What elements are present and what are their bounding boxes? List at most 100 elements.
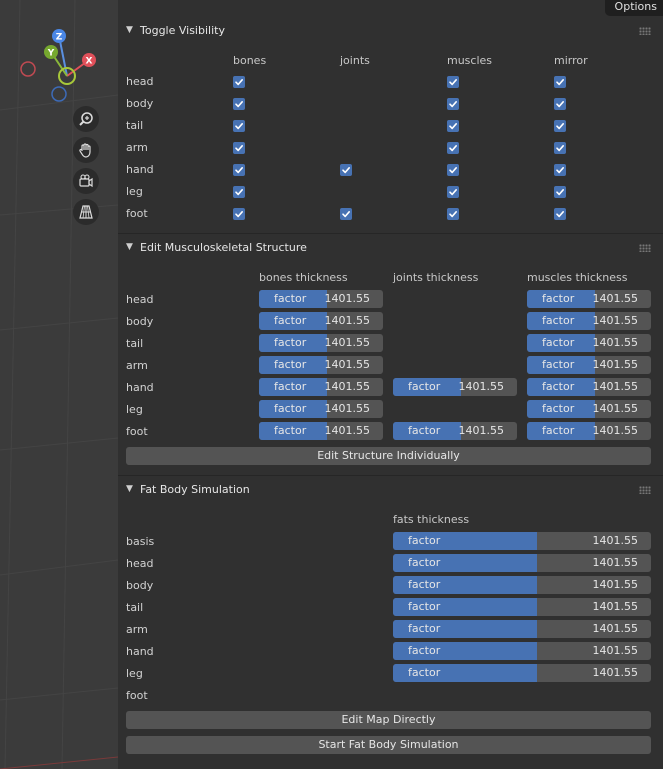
slider-label: factor (274, 358, 307, 371)
checkbox-muscles-arm[interactable] (447, 142, 459, 154)
checkbox-mirror-foot[interactable] (554, 208, 566, 220)
hand-pan-icon[interactable] (73, 137, 99, 163)
checkbox-bones-arm[interactable] (233, 142, 245, 154)
checkmark-icon (449, 167, 457, 174)
slider-bones-leg[interactable]: factor 1401.55 (259, 400, 383, 418)
slider-joints-hand[interactable]: factor 1401.55 (393, 378, 517, 396)
checkbox-bones-foot[interactable] (233, 208, 245, 220)
checkbox-bones-tail[interactable] (233, 120, 245, 132)
slider-fill (393, 620, 537, 638)
3d-viewport[interactable]: Z X Y (0, 0, 118, 769)
slider-muscles-foot[interactable]: factor 1401.55 (527, 422, 651, 440)
start-fat-body-simulation-button[interactable]: Start Fat Body Simulation (126, 736, 651, 754)
checkbox-mirror-hand[interactable] (554, 164, 566, 176)
checkbox-bones-hand[interactable] (233, 164, 245, 176)
checkbox-muscles-head[interactable] (447, 76, 459, 88)
slider-fat-tail[interactable]: factor 1401.55 (393, 598, 651, 616)
section-header-fat-body-simulation[interactable]: ▼ Fat Body Simulation (126, 481, 250, 497)
slider-fill (527, 356, 595, 374)
slider-fill (393, 664, 537, 682)
checkbox-joints-hand[interactable] (340, 164, 352, 176)
slider-muscles-head[interactable]: factor 1401.55 (527, 290, 651, 308)
slider-bones-hand[interactable]: factor 1401.55 (259, 378, 383, 396)
grid-perspective-icon[interactable] (73, 199, 99, 225)
gizmo-z-label: Z (56, 33, 63, 43)
checkbox-mirror-arm[interactable] (554, 142, 566, 154)
slider-label: factor (408, 622, 441, 635)
column-header-bones: bones (233, 54, 267, 67)
slider-muscles-arm[interactable]: factor 1401.55 (527, 356, 651, 374)
slider-fat-hand[interactable]: factor 1401.55 (393, 642, 651, 660)
slider-value: 1401.55 (592, 600, 639, 613)
row-label: leg (126, 667, 143, 680)
checkbox-mirror-leg[interactable] (554, 186, 566, 198)
slider-bones-tail[interactable]: factor 1401.55 (259, 334, 383, 352)
slider-muscles-leg[interactable]: factor 1401.55 (527, 400, 651, 418)
slider-fat-body[interactable]: factor 1401.55 (393, 576, 651, 594)
drag-handle-icon[interactable] (639, 244, 651, 252)
navigation-gizmo[interactable]: Z X Y (14, 26, 104, 106)
slider-fill (527, 334, 595, 352)
row-label: leg (126, 185, 143, 198)
row-label: tail (126, 337, 144, 350)
options-button[interactable]: Options (604, 0, 663, 16)
slider-value: 1401.55 (324, 402, 371, 415)
edit-structure-individually-button[interactable]: Edit Structure Individually (126, 447, 651, 465)
zoom-icon[interactable] (73, 106, 99, 132)
column-header-joints-thickness: joints thickness (393, 271, 479, 284)
slider-fat-leg[interactable]: factor 1401.55 (393, 664, 651, 682)
section-title: Edit Musculoskeletal Structure (140, 240, 307, 254)
checkbox-mirror-body[interactable] (554, 98, 566, 110)
checkbox-muscles-leg[interactable] (447, 186, 459, 198)
slider-label: factor (542, 402, 575, 415)
checkbox-bones-leg[interactable] (233, 186, 245, 198)
checkbox-muscles-foot[interactable] (447, 208, 459, 220)
checkbox-mirror-head[interactable] (554, 76, 566, 88)
checkbox-muscles-body[interactable] (447, 98, 459, 110)
slider-fat-basis[interactable]: factor 1401.55 (393, 532, 651, 550)
slider-label: factor (408, 600, 441, 613)
checkmark-icon (449, 189, 457, 196)
slider-fill (527, 422, 595, 440)
row-label: body (126, 315, 154, 328)
slider-value: 1401.55 (592, 358, 639, 371)
section-header-toggle-visibility[interactable]: ▼ Toggle Visibility (126, 22, 225, 38)
slider-joints-foot[interactable]: factor 1401.55 (393, 422, 517, 440)
column-header-mirror: mirror (554, 54, 588, 67)
row-label: head (126, 75, 154, 88)
checkbox-joints-foot[interactable] (340, 208, 352, 220)
drag-handle-icon[interactable] (639, 486, 651, 494)
row-label: head (126, 293, 154, 306)
camera-icon[interactable] (73, 168, 99, 194)
checkbox-bones-head[interactable] (233, 76, 245, 88)
slider-value: 1401.55 (324, 380, 371, 393)
checkmark-icon (556, 211, 564, 218)
checkbox-muscles-hand[interactable] (447, 164, 459, 176)
slider-bones-body[interactable]: factor 1401.55 (259, 312, 383, 330)
slider-fat-arm[interactable]: factor 1401.55 (393, 620, 651, 638)
slider-fill (259, 334, 327, 352)
slider-muscles-tail[interactable]: factor 1401.55 (527, 334, 651, 352)
slider-bones-arm[interactable]: factor 1401.55 (259, 356, 383, 374)
slider-fill (259, 356, 327, 374)
section-header-edit-structure[interactable]: ▼ Edit Musculoskeletal Structure (126, 239, 307, 255)
slider-muscles-body[interactable]: factor 1401.55 (527, 312, 651, 330)
slider-bones-head[interactable]: factor 1401.55 (259, 290, 383, 308)
edit-map-directly-button[interactable]: Edit Map Directly (126, 711, 651, 729)
slider-value: 1401.55 (592, 380, 639, 393)
slider-label: factor (408, 578, 441, 591)
slider-fat-head[interactable]: factor 1401.55 (393, 554, 651, 572)
checkbox-mirror-tail[interactable] (554, 120, 566, 132)
checkbox-bones-body[interactable] (233, 98, 245, 110)
drag-handle-icon[interactable] (639, 27, 651, 35)
slider-bones-foot[interactable]: factor 1401.55 (259, 422, 383, 440)
slider-value: 1401.55 (458, 380, 505, 393)
slider-value: 1401.55 (324, 336, 371, 349)
slider-muscles-hand[interactable]: factor 1401.55 (527, 378, 651, 396)
slider-label: factor (542, 314, 575, 327)
slider-value: 1401.55 (324, 292, 371, 305)
slider-value: 1401.55 (592, 644, 639, 657)
chevron-down-icon: ▼ (126, 242, 133, 252)
row-label: hand (126, 381, 154, 394)
checkbox-muscles-tail[interactable] (447, 120, 459, 132)
